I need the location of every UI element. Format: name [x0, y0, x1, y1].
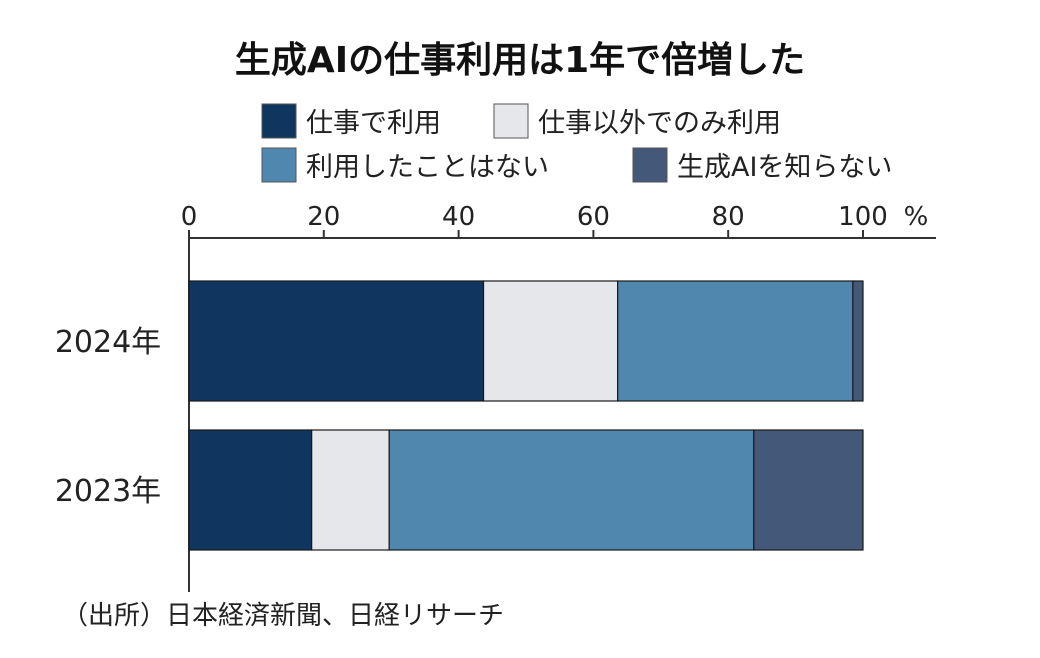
bars — [188, 280, 864, 551]
bar-segment — [617, 280, 854, 402]
category-label: 2024年 — [55, 325, 161, 360]
x-axis: 0 20 40 60 80 100% — [181, 202, 936, 592]
x-tick-label: 40 — [442, 202, 475, 232]
x-axis-unit: % — [904, 202, 929, 232]
bar-segment — [188, 429, 313, 551]
x-tick-label: 0 — [181, 202, 198, 232]
x-tick-label: 60 — [577, 202, 610, 232]
legend-swatch — [261, 147, 297, 183]
x-tick-label: 20 — [307, 202, 340, 232]
legend-label: 利用したことはない — [306, 152, 549, 183]
bar-segment — [311, 429, 390, 551]
bar-segment — [753, 429, 864, 551]
bar-segment — [852, 280, 864, 402]
bar-segment — [482, 280, 619, 402]
legend-swatch — [493, 103, 529, 139]
legend-swatch — [261, 103, 297, 139]
source-note: （出所）日本経済新聞、日経リサーチ — [62, 601, 504, 631]
legend-label: 仕事で利用 — [306, 108, 441, 139]
x-tick-label: 80 — [712, 202, 745, 232]
bar-segment — [388, 429, 755, 551]
legend-label: 仕事以外でのみ利用 — [538, 108, 781, 139]
chart-title: 生成AIの仕事利用は1年で倍増した — [235, 40, 805, 81]
category-labels: 2024年 2023年 — [55, 325, 161, 509]
category-label: 2023年 — [55, 474, 161, 509]
legend-swatch — [632, 147, 668, 183]
legend-label: 生成AIを知らない — [677, 152, 892, 183]
bar-segment — [188, 280, 485, 402]
x-tick-label: 100 — [838, 202, 888, 232]
